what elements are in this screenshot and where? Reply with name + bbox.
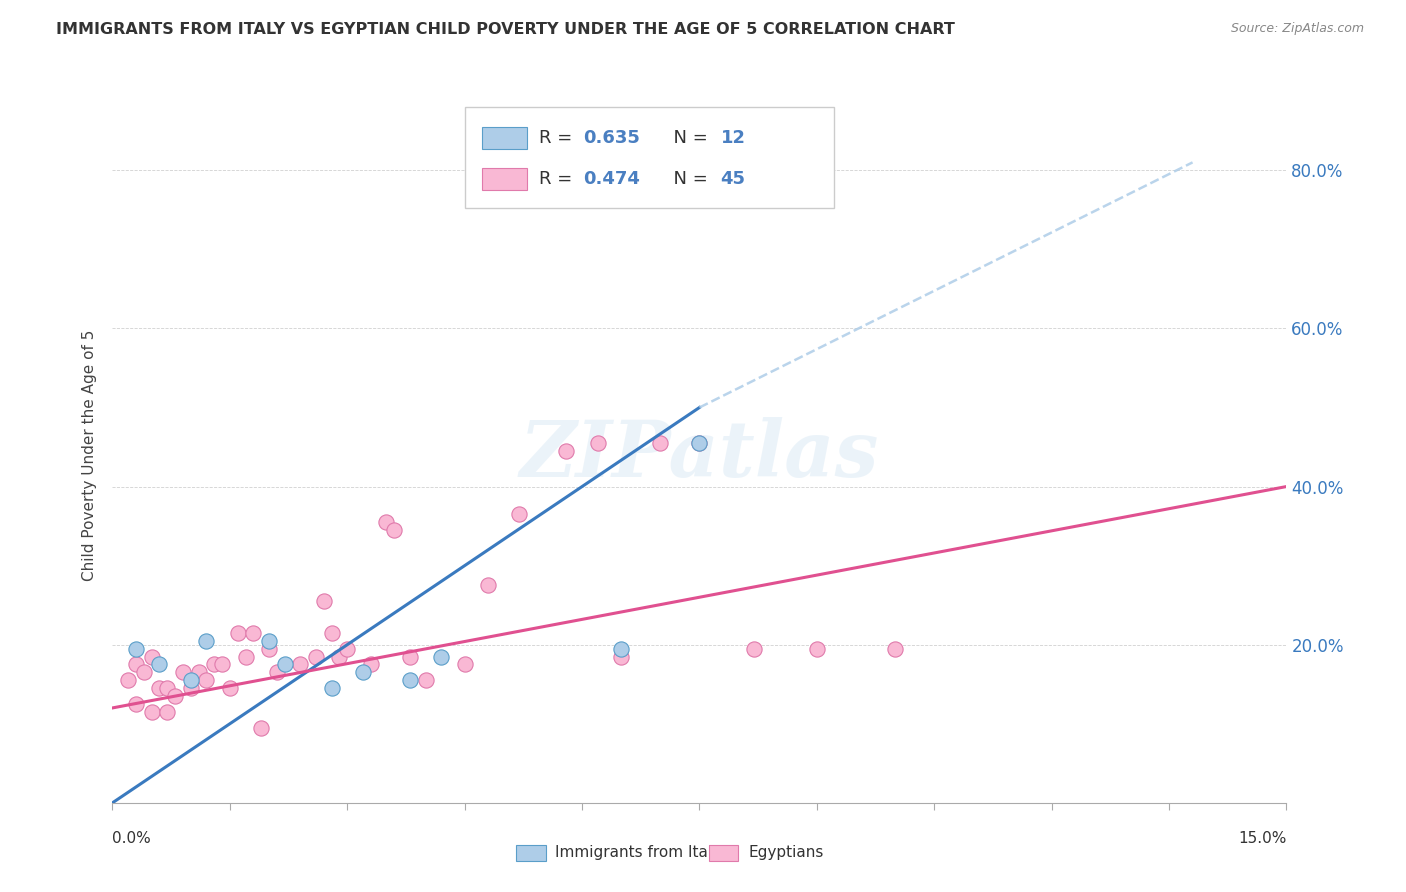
Point xyxy=(242,625,264,640)
Point xyxy=(650,436,672,450)
Point xyxy=(180,681,202,695)
Point xyxy=(141,705,163,719)
Point xyxy=(610,649,633,664)
Text: 12: 12 xyxy=(721,129,745,147)
Text: ZIPatlas: ZIPatlas xyxy=(520,417,879,493)
Point xyxy=(257,641,280,656)
Text: 45: 45 xyxy=(721,169,745,187)
Point xyxy=(360,657,382,672)
Point xyxy=(180,673,202,688)
Point xyxy=(117,673,139,688)
Point xyxy=(688,436,710,450)
Y-axis label: Child Poverty Under the Age of 5: Child Poverty Under the Age of 5 xyxy=(82,329,97,581)
Point xyxy=(742,641,765,656)
Point xyxy=(202,657,225,672)
Point xyxy=(156,705,179,719)
Point xyxy=(250,721,273,735)
Text: Immigrants from Italy: Immigrants from Italy xyxy=(555,846,721,861)
Point xyxy=(132,665,155,680)
Point xyxy=(312,594,335,608)
FancyBboxPatch shape xyxy=(482,128,527,150)
Point xyxy=(586,436,609,450)
Point xyxy=(477,578,499,592)
Point xyxy=(218,681,242,695)
FancyBboxPatch shape xyxy=(482,168,527,190)
Text: Egyptians: Egyptians xyxy=(749,846,824,861)
Point xyxy=(226,625,249,640)
Point xyxy=(195,673,218,688)
Point xyxy=(187,665,209,680)
Point xyxy=(328,649,350,664)
Point xyxy=(382,523,405,537)
Point xyxy=(125,641,148,656)
Point xyxy=(195,633,218,648)
Point xyxy=(141,649,163,664)
Point xyxy=(453,657,475,672)
Point xyxy=(399,673,422,688)
Point xyxy=(610,641,633,656)
Point xyxy=(399,649,422,664)
Point xyxy=(290,657,312,672)
FancyBboxPatch shape xyxy=(516,846,546,861)
Point xyxy=(148,657,170,672)
Point xyxy=(257,633,280,648)
Point xyxy=(273,657,295,672)
Point xyxy=(305,649,328,664)
Point xyxy=(806,641,828,656)
Point xyxy=(321,625,343,640)
Point xyxy=(165,689,187,703)
Text: 0.0%: 0.0% xyxy=(112,831,152,846)
Text: 15.0%: 15.0% xyxy=(1239,831,1286,846)
Text: R =: R = xyxy=(538,169,578,187)
Text: N =: N = xyxy=(662,129,713,147)
Point xyxy=(211,657,233,672)
Text: 0.474: 0.474 xyxy=(583,169,640,187)
Point xyxy=(156,681,179,695)
Point xyxy=(430,649,453,664)
Point xyxy=(321,681,343,695)
Point xyxy=(125,657,148,672)
Text: N =: N = xyxy=(662,169,713,187)
Text: IMMIGRANTS FROM ITALY VS EGYPTIAN CHILD POVERTY UNDER THE AGE OF 5 CORRELATION C: IMMIGRANTS FROM ITALY VS EGYPTIAN CHILD … xyxy=(56,22,955,37)
Point xyxy=(415,673,437,688)
Point xyxy=(688,436,710,450)
Point xyxy=(336,641,359,656)
Point xyxy=(235,649,257,664)
FancyBboxPatch shape xyxy=(464,107,835,208)
Text: R =: R = xyxy=(538,129,578,147)
Point xyxy=(125,697,148,711)
Point xyxy=(352,665,374,680)
Point xyxy=(148,681,170,695)
Text: Source: ZipAtlas.com: Source: ZipAtlas.com xyxy=(1230,22,1364,36)
Point xyxy=(375,515,398,529)
Point xyxy=(884,641,907,656)
Point xyxy=(266,665,288,680)
Point xyxy=(172,665,194,680)
Point xyxy=(508,507,530,521)
FancyBboxPatch shape xyxy=(709,846,738,861)
Point xyxy=(555,444,578,458)
Text: 0.635: 0.635 xyxy=(583,129,640,147)
